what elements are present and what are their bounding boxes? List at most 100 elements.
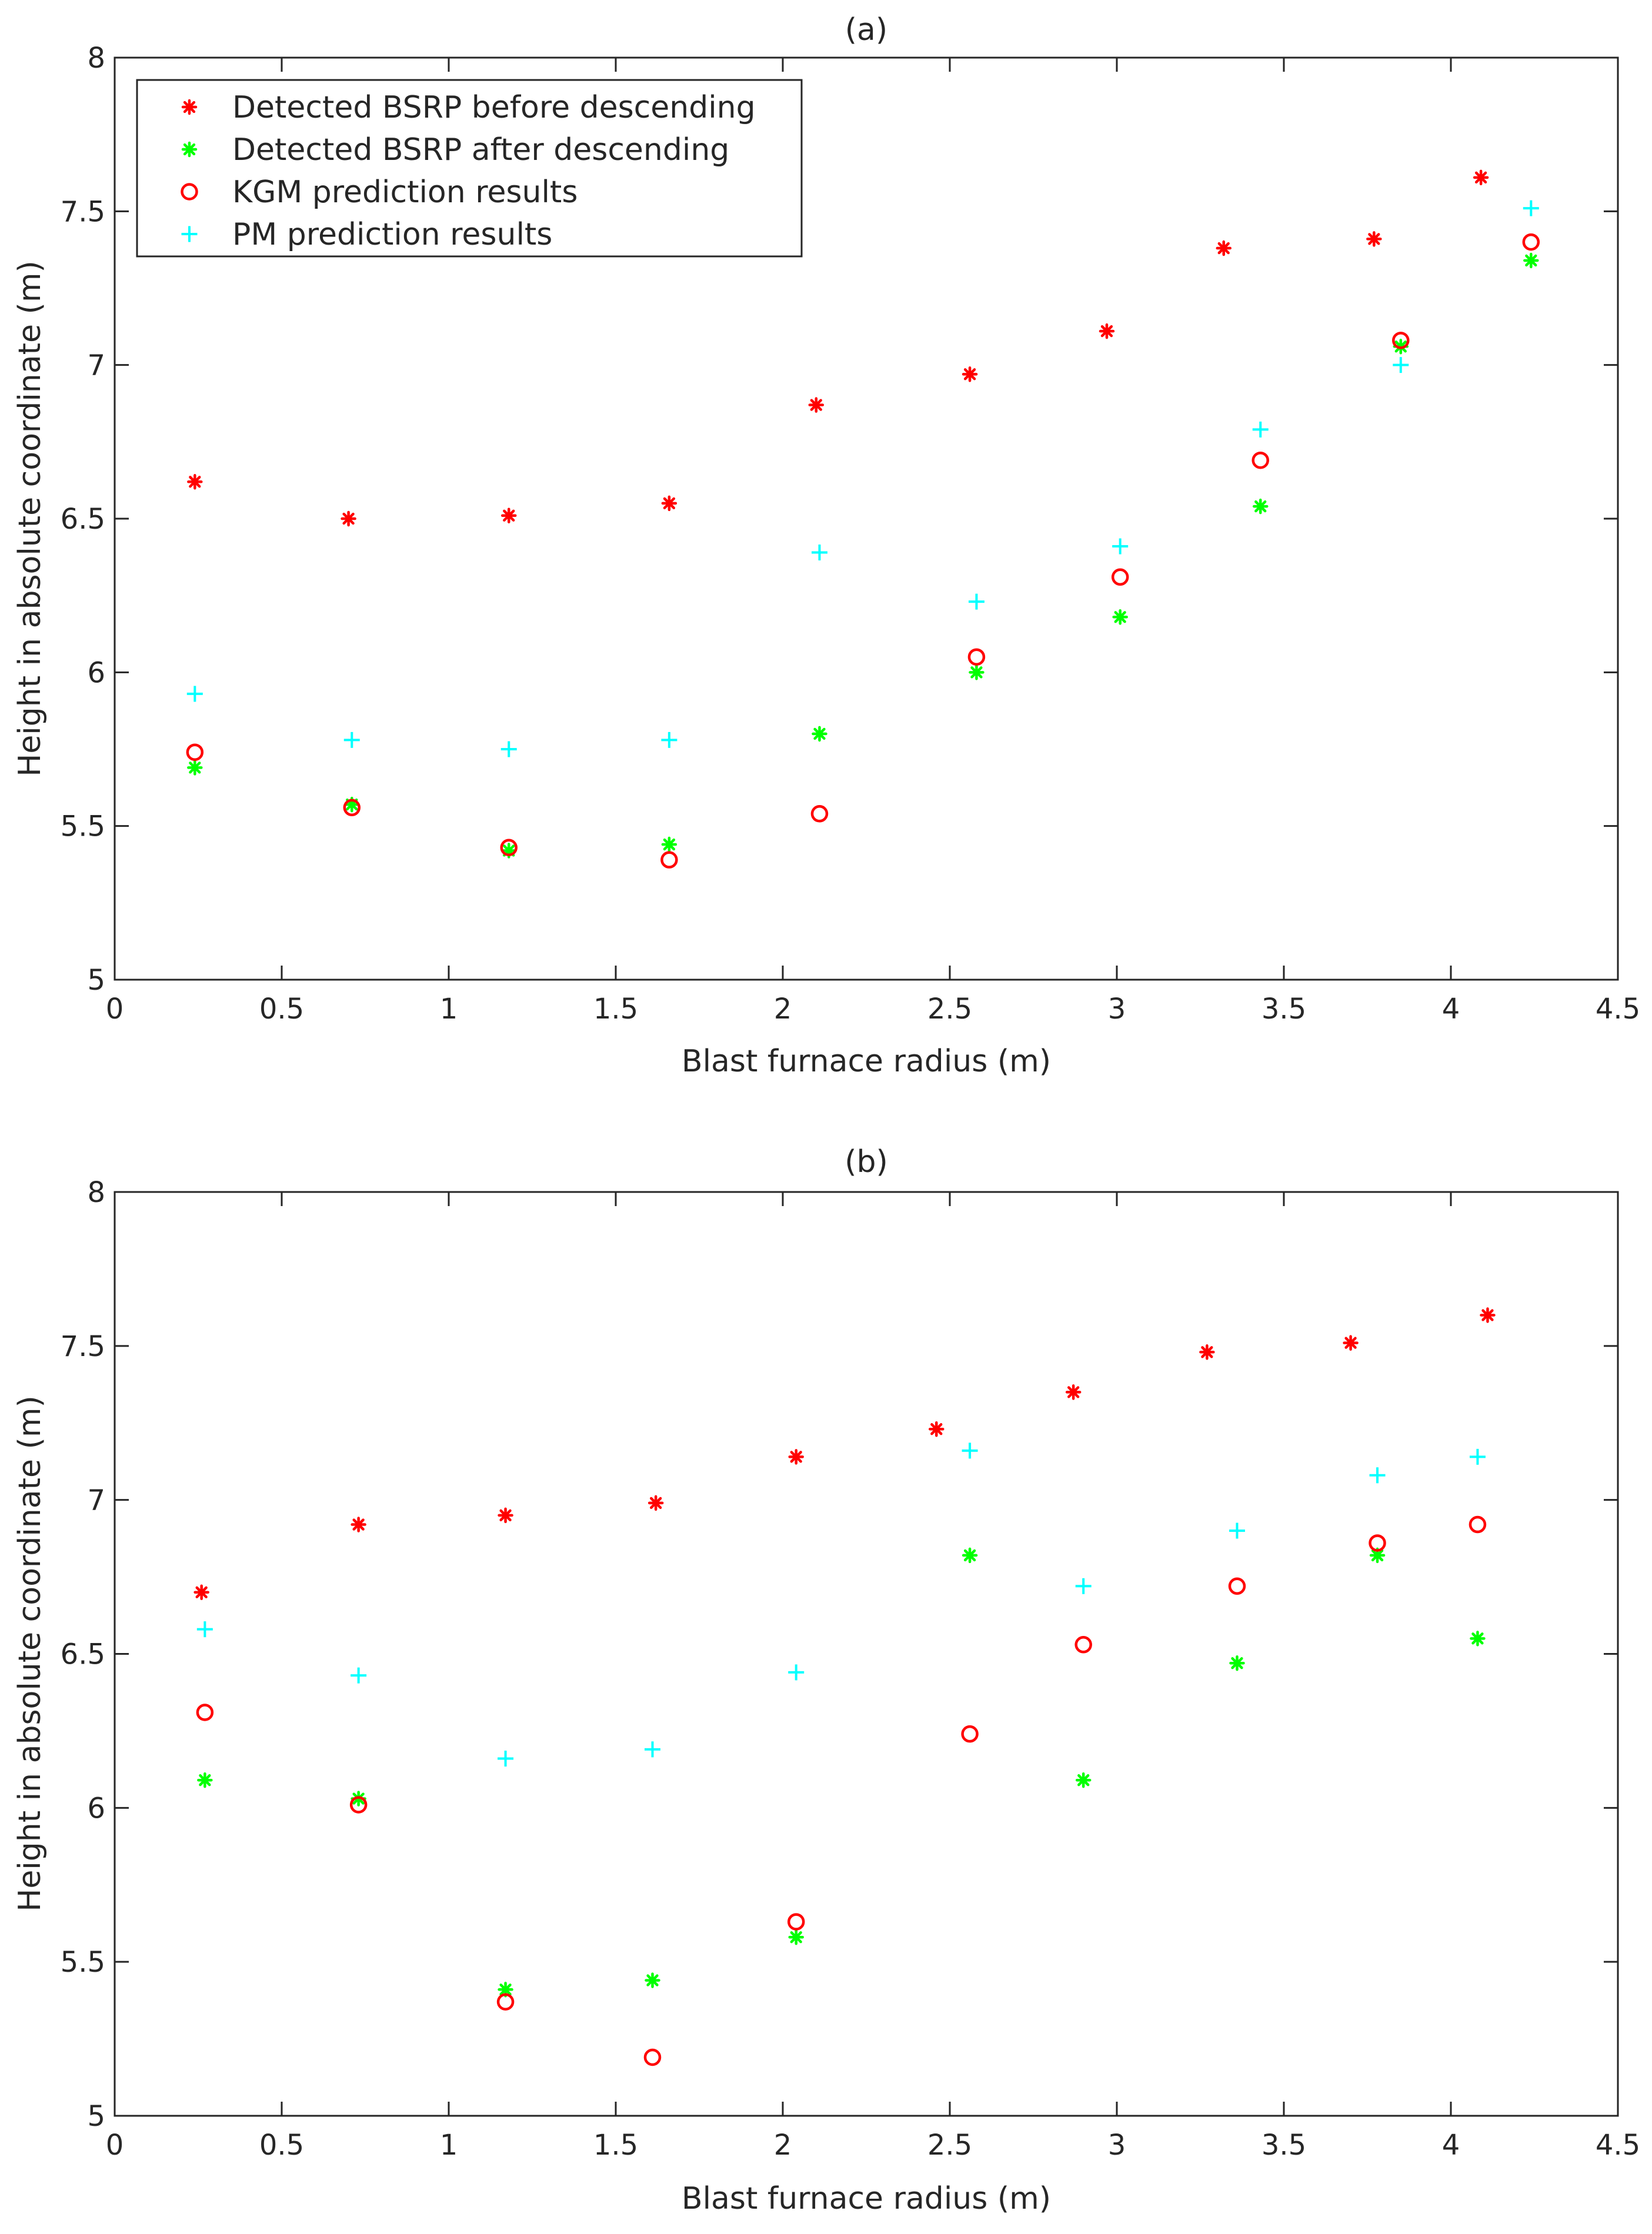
data-point: [1251, 451, 1269, 469]
panel-a: (a) 0 0.5 1 1.5 2 2.5 3 3.5 4 4.5 5 5.5 6 6.5 7 7.5 8 Bl…: [12, 12, 1640, 1079]
legend: Detected BSRP before descending Detected…: [136, 79, 803, 258]
data-point: [812, 726, 827, 742]
data-point: [1393, 357, 1409, 373]
legend-box: [136, 79, 803, 258]
x-tick-label: 4: [1442, 2129, 1460, 2162]
data-point: [1111, 568, 1129, 586]
panel-a-title: (a): [845, 12, 887, 48]
x-tick-label: 1.5: [593, 993, 638, 1026]
data-point: [187, 760, 203, 776]
data-point: [1480, 1307, 1496, 1323]
data-point: [1229, 1655, 1245, 1671]
y-tick-label: 5.5: [61, 1946, 105, 1979]
data-point: [1229, 1522, 1245, 1539]
data-point: [1252, 421, 1269, 438]
panel-b-data-marks: [193, 1307, 1496, 2066]
data-point: [1112, 538, 1129, 555]
data-point: [1523, 200, 1539, 216]
y-tick-label: 5: [87, 964, 105, 997]
panel-a-x-axis-label: Blast furnace radius (m): [682, 1044, 1051, 1079]
data-point: [193, 1584, 209, 1601]
x-tick-label: 0.5: [259, 2129, 304, 2162]
data-point: [788, 1664, 805, 1681]
x-tick-label: 4.5: [1596, 993, 1640, 1026]
data-point: [1075, 1578, 1092, 1594]
data-point: [962, 1442, 978, 1459]
data-point: [962, 1547, 978, 1564]
series-plus-3: [186, 200, 1539, 757]
series-asterisk-1: [197, 1547, 1486, 1998]
data-point: [186, 686, 203, 702]
data-point: [1228, 1577, 1246, 1595]
series-asterisk-0: [193, 1307, 1496, 1601]
data-point: [788, 1449, 804, 1465]
x-tick-label: 3.5: [1261, 2129, 1306, 2162]
data-point: [929, 1421, 945, 1437]
data-point: [1112, 609, 1128, 625]
data-point: [648, 1495, 664, 1511]
series-asterisk-1: [187, 252, 1539, 859]
x-tick-label: 0: [106, 2129, 124, 2162]
x-tick-label: 2.5: [927, 2129, 972, 2162]
x-tick-label: 3.5: [1261, 993, 1306, 1026]
data-point: [500, 839, 518, 857]
data-point: [962, 366, 978, 382]
y-tick-label: 7: [87, 1484, 105, 1517]
x-tick-label: 4: [1442, 993, 1460, 1026]
y-tick-label: 7: [87, 349, 105, 382]
x-tick-label: 0.5: [259, 993, 304, 1026]
panel-b-axes-box: [114, 1191, 1619, 2117]
y-tick-label: 5.5: [61, 810, 105, 843]
data-point: [968, 593, 984, 610]
legend-entry-kgm-prediction: KGM prediction results: [232, 175, 578, 210]
data-point: [1469, 1448, 1486, 1465]
data-point: [1199, 1344, 1215, 1360]
x-tick-label: 3: [1108, 993, 1126, 1026]
series-circle-2: [186, 233, 1540, 869]
y-tick-label: 8: [87, 42, 105, 75]
data-point: [787, 1913, 805, 1931]
y-tick-label: 6.5: [61, 503, 105, 536]
series-plus-3: [196, 1442, 1486, 1767]
y-tick-label: 6: [87, 1792, 105, 1825]
x-tick-label: 2: [774, 2129, 792, 2162]
data-point: [1065, 1384, 1082, 1400]
data-point: [343, 732, 360, 748]
legend-marker: [181, 99, 198, 115]
y-tick-label: 7.5: [61, 195, 105, 228]
panel-b-title: (b): [845, 1144, 888, 1180]
y-tick-label: 6.5: [61, 1638, 105, 1671]
data-point: [1216, 240, 1232, 256]
series-circle-2: [196, 1515, 1487, 2066]
panel-b-y-axis-label: Height in absolute coordinate (m): [12, 1395, 48, 1912]
data-point: [351, 1667, 367, 1684]
x-tick-label: 1: [440, 2129, 458, 2162]
data-point: [1523, 252, 1539, 269]
y-tick-label: 7.5: [61, 1330, 105, 1363]
data-point: [1522, 233, 1540, 251]
data-point: [1075, 1772, 1092, 1788]
x-tick-label: 1.5: [593, 2129, 638, 2162]
legend-markers: [181, 99, 198, 242]
data-point: [500, 507, 517, 524]
data-point: [810, 805, 829, 823]
panel-a-data-marks: [186, 169, 1540, 869]
data-point: [349, 1796, 368, 1814]
data-point: [496, 1993, 515, 2011]
data-point: [808, 397, 825, 413]
data-point: [197, 1772, 213, 1788]
data-point: [1392, 332, 1410, 349]
data-point: [341, 510, 356, 527]
data-point: [343, 799, 361, 817]
y-tick-label: 5: [87, 2100, 105, 2133]
data-point: [645, 1972, 660, 1988]
data-point: [1343, 1335, 1359, 1351]
data-point: [961, 1725, 979, 1743]
data-point: [186, 743, 204, 761]
data-point: [498, 1507, 513, 1524]
data-point: [811, 544, 827, 560]
y-tick-label: 8: [87, 1176, 105, 1209]
data-point: [661, 495, 678, 512]
legend-entry-before-descending: Detected BSRP before descending: [232, 90, 756, 125]
data-point: [498, 1751, 514, 1767]
